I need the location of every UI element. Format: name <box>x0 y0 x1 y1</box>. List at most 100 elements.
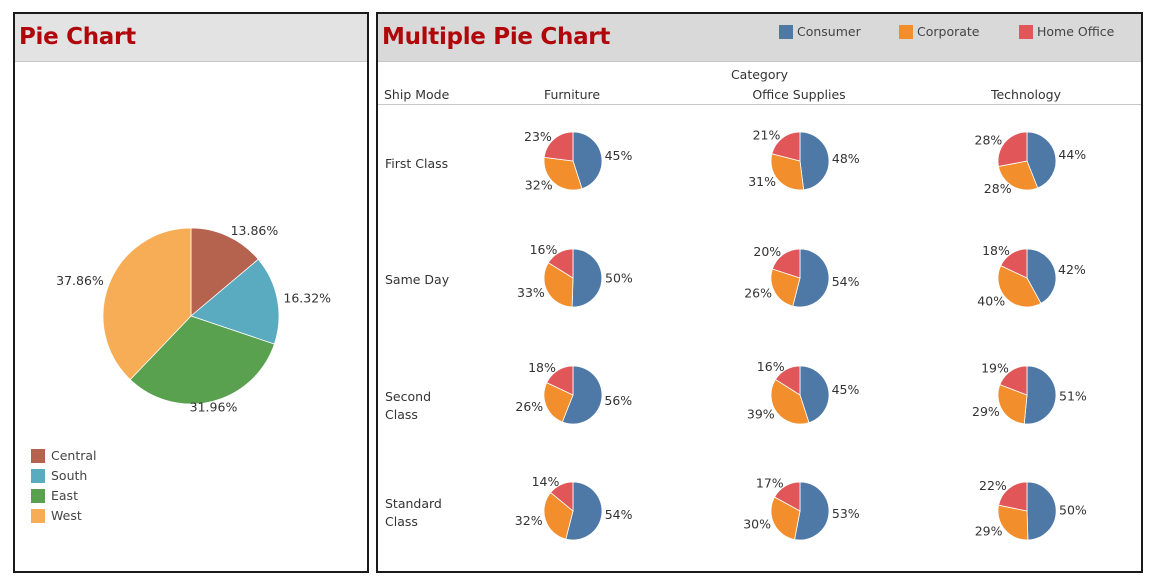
pie-same-day-furniture-slice-home-office[interactable] <box>547 248 574 279</box>
pie-same-day-office-supplies-slice-corporate[interactable] <box>770 268 801 307</box>
pie-same-day-office-supplies-slice-home-office[interactable] <box>771 248 801 279</box>
pie-first-class-technology-label-corporate: 28% <box>984 181 1012 196</box>
pie-second-class-office-supplies-slice-home-office[interactable] <box>774 365 801 396</box>
pie-second-class-technology-slice-corporate[interactable] <box>997 384 1028 425</box>
pie-same-day-technology-label-home-office: 18% <box>982 243 1010 258</box>
legend-swatch-consumer <box>779 25 793 39</box>
pie-standard-class-technology-label-consumer: 50% <box>1059 503 1087 518</box>
pie-first-class-office-supplies-label-home-office: 21% <box>753 128 781 143</box>
pie-same-day-office-supplies-slice-consumer[interactable] <box>792 248 830 308</box>
legend-swatch-east <box>31 489 45 503</box>
legend-label-corporate: Corporate <box>917 24 980 39</box>
pie-second-class-office-supplies-slice-consumer[interactable] <box>799 365 830 424</box>
region-pie-slice-east[interactable] <box>129 315 275 405</box>
pie-first-class-furniture-slice-consumer[interactable] <box>572 131 603 190</box>
pie-second-class-office-supplies-label-consumer: 45% <box>832 382 860 397</box>
pie-same-day-furniture-label-corporate: 33% <box>517 285 545 300</box>
header-divider <box>378 104 1141 105</box>
column-header-office-supplies: Office Supplies <box>752 87 846 102</box>
pie-standard-class-furniture-label-consumer: 54% <box>605 507 633 522</box>
pie-standard-class-office-supplies-slice-corporate[interactable] <box>770 496 801 540</box>
pie-standard-class-technology-slice-home-office[interactable] <box>998 481 1028 512</box>
pie-standard-class-furniture-slice-corporate[interactable] <box>543 491 574 540</box>
pie-same-day-furniture-label-consumer: 50% <box>605 271 633 286</box>
legend-item-home-office[interactable]: Home Office <box>1019 23 1119 41</box>
row-label-second-class: Second Class <box>385 389 432 422</box>
pie-first-class-office-supplies-slice-consumer[interactable] <box>799 131 830 191</box>
legend-swatch-central <box>31 449 45 463</box>
pie-standard-class-office-supplies-label-home-office: 17% <box>756 476 784 491</box>
pie-standard-class-technology-slice-consumer[interactable] <box>1026 481 1057 541</box>
column-header-technology: Technology <box>990 87 1062 102</box>
column-header-furniture: Furniture <box>543 87 601 102</box>
pie-first-class-technology-slice-consumer[interactable] <box>1026 131 1057 189</box>
legend-label-south: South <box>51 468 88 483</box>
pie-same-day-technology-label-corporate: 40% <box>977 293 1005 308</box>
pie-first-class-furniture-label-corporate: 32% <box>525 178 553 193</box>
right-panel-header: Multiple Pie Chart Consumer Corporate Ho… <box>378 14 1141 62</box>
pie-standard-class-technology-slice-corporate[interactable] <box>997 504 1029 541</box>
pie-standard-class-office-supplies-slice-home-office[interactable] <box>774 481 801 512</box>
region-pie-slice-south[interactable] <box>190 258 280 345</box>
right-panel-title: Multiple Pie Chart <box>382 24 611 50</box>
pie-standard-class-furniture-slice-consumer[interactable] <box>565 481 603 541</box>
pie-second-class-office-supplies-label-corporate: 39% <box>747 407 775 422</box>
region-pie-slice-west[interactable] <box>102 227 192 381</box>
left-panel-title: Pie Chart <box>19 24 136 50</box>
pie-second-class-technology-slice-consumer[interactable] <box>1023 365 1057 425</box>
pie-first-class-furniture-slice-corporate[interactable] <box>543 156 583 191</box>
pie-same-day-technology-slice-consumer[interactable] <box>1026 248 1057 304</box>
pie-first-class-furniture-label-home-office: 23% <box>524 129 552 144</box>
pie-standard-class-technology-label-corporate: 29% <box>975 524 1003 539</box>
legend-item-consumer[interactable]: Consumer <box>779 23 869 41</box>
pie-second-class-technology-slice-home-office[interactable] <box>999 365 1028 396</box>
pie-standard-class-office-supplies-label-consumer: 53% <box>832 506 860 521</box>
region-pie-label-east: 31.96% <box>190 399 238 414</box>
pie-same-day-technology-slice-home-office[interactable] <box>1000 248 1028 279</box>
region-pie-chart: 13.86% 16.32% 31.96% 37.86% <box>56 223 331 414</box>
row-label-same-day: Same Day <box>385 272 450 287</box>
pie-second-class-furniture-slice-home-office[interactable] <box>546 365 574 396</box>
pie-second-class-office-supplies-slice-corporate[interactable] <box>770 378 810 425</box>
legend-swatch-corporate <box>899 25 913 39</box>
pie-same-day-office-supplies-label-corporate: 26% <box>744 285 772 300</box>
multiple-pie-panel: Multiple Pie Chart Consumer Corporate Ho… <box>376 12 1143 573</box>
pie-same-day-furniture-slice-consumer[interactable] <box>571 248 603 308</box>
row-label-first-class: First Class <box>385 156 449 171</box>
legend-label-central: Central <box>51 448 97 463</box>
pie-same-day-office-supplies-label-home-office: 20% <box>753 244 781 259</box>
pie-first-class-furniture-slice-home-office[interactable] <box>543 131 574 162</box>
pie-standard-class-office-supplies-slice-consumer[interactable] <box>794 481 830 541</box>
pie-first-class-technology-slice-home-office[interactable] <box>997 131 1028 167</box>
column-group-header: Category <box>730 67 789 82</box>
pie-second-class-furniture-label-home-office: 18% <box>528 360 556 375</box>
region-pie-slice-central[interactable] <box>190 227 259 317</box>
pie-second-class-furniture-label-consumer: 56% <box>604 393 632 408</box>
pie-first-class-technology-label-consumer: 44% <box>1058 147 1086 162</box>
pie-standard-class-technology-label-home-office: 22% <box>979 478 1007 493</box>
pie-standard-class-furniture-slice-home-office[interactable] <box>550 481 574 512</box>
pie-first-class-office-supplies-label-consumer: 48% <box>832 151 860 166</box>
pie-first-class-furniture-label-consumer: 45% <box>605 148 633 163</box>
pie-same-day-technology-label-consumer: 42% <box>1058 262 1086 277</box>
region-pie-panel: Pie Chart 13.86% 16.32% 31.96% 37.86% Centr… <box>13 12 369 573</box>
legend-label-consumer: Consumer <box>797 24 861 39</box>
pie-second-class-furniture-slice-consumer[interactable] <box>561 365 603 425</box>
row-header: Ship Mode <box>384 87 450 102</box>
pie-second-class-furniture-label-corporate: 26% <box>515 399 543 414</box>
pie-standard-class-office-supplies-label-corporate: 30% <box>743 517 771 532</box>
legend-label-east: East <box>51 488 78 503</box>
pie-second-class-furniture-slice-corporate[interactable] <box>543 382 574 423</box>
pie-first-class-office-supplies-slice-corporate[interactable] <box>770 153 805 191</box>
multiple-pie-grid: 45% 32% 23% 48% 31% 21% 44% 28% 28% 50% 33% 16% 54% 2… <box>515 128 1087 541</box>
pie-first-class-office-supplies-slice-home-office[interactable] <box>771 131 801 162</box>
pie-same-day-technology-slice-corporate[interactable] <box>997 265 1042 308</box>
left-panel-header: Pie Chart <box>15 14 367 62</box>
legend-item-corporate[interactable]: Corporate <box>899 23 989 41</box>
pie-same-day-office-supplies-label-consumer: 54% <box>832 274 860 289</box>
legend-label-home-office: Home Office <box>1037 24 1115 39</box>
legend-swatch-south <box>31 469 45 483</box>
legend-label-west: West <box>51 508 82 523</box>
pie-first-class-office-supplies-label-corporate: 31% <box>748 174 776 189</box>
pie-first-class-technology-slice-corporate[interactable] <box>998 160 1039 191</box>
